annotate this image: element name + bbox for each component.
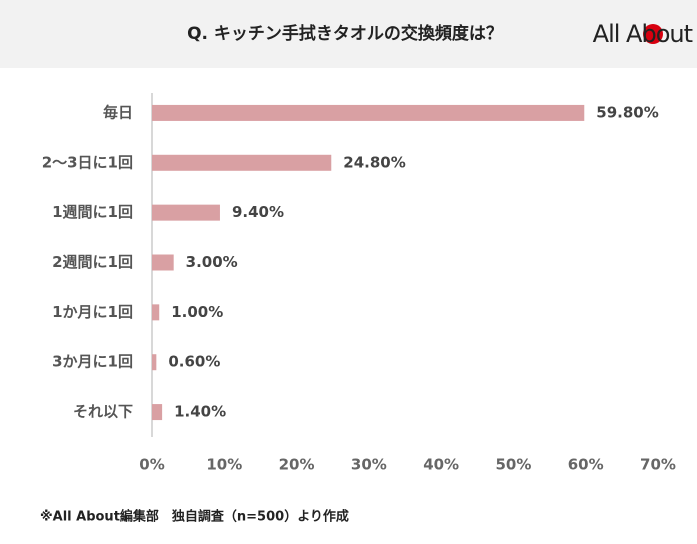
- footnote: ※All About編集部 独自調査（n=500）より作成: [40, 509, 349, 525]
- x-tick-label: 20%: [279, 456, 315, 474]
- bar: [152, 354, 157, 371]
- y-tick-label: 毎日: [103, 103, 133, 121]
- logo-dot: [643, 24, 663, 44]
- bar: [152, 154, 332, 171]
- value-label: 59.80%: [596, 103, 658, 121]
- x-tick-label: 40%: [423, 456, 459, 474]
- x-tick-label: 30%: [351, 456, 387, 474]
- value-label: 9.40%: [232, 203, 284, 221]
- bar: [152, 204, 220, 221]
- x-tick-label: 10%: [206, 456, 242, 474]
- y-tick-label: 1か月に1回: [52, 303, 133, 321]
- value-label: 24.80%: [343, 153, 405, 171]
- value-label: 1.40%: [174, 403, 226, 421]
- bar: [152, 254, 174, 271]
- y-tick-label: 2～3日に1回: [42, 153, 133, 171]
- y-tick-label: 3か月に1回: [52, 353, 133, 371]
- y-tick-label: 1週間に1回: [52, 203, 133, 221]
- chart-title: Q. キッチン手拭きタオルの交換頻度は？: [187, 23, 503, 44]
- bar: [152, 104, 585, 121]
- value-label: 0.60%: [168, 353, 220, 371]
- value-label: 3.00%: [186, 253, 238, 271]
- header-band: [0, 0, 697, 68]
- x-tick-label: 0%: [139, 456, 164, 474]
- bar: [152, 304, 160, 321]
- x-tick-label: 60%: [568, 456, 604, 474]
- logo: All About: [593, 20, 693, 48]
- value-label: 1.00%: [171, 303, 223, 321]
- x-tick-label: 70%: [640, 456, 676, 474]
- bar: [152, 404, 163, 421]
- y-tick-label: それ以下: [73, 403, 133, 421]
- x-tick-label: 50%: [495, 456, 531, 474]
- y-tick-label: 2週間に1回: [52, 253, 133, 271]
